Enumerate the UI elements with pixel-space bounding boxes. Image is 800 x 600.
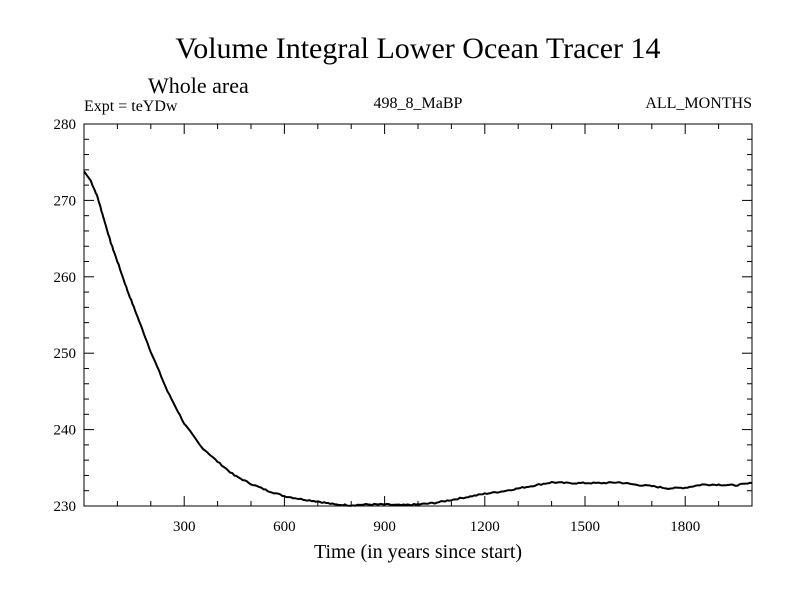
y-axis: 230 240 250 260 270 280	[54, 117, 752, 515]
x-axis: 300 600 900 1200 1500 1800	[116, 124, 720, 535]
x-tick-label: 600	[273, 519, 296, 535]
y-tick-label: 270	[54, 193, 77, 209]
y-tick-label: 230	[54, 499, 77, 515]
chart-subtitle: Whole area	[148, 73, 249, 98]
series-line	[83, 170, 753, 507]
y-tick-label: 260	[54, 270, 77, 286]
experiment-label: Expt = teYDw	[84, 98, 178, 115]
x-tick-label: 1500	[570, 519, 600, 535]
x-tick-label: 900	[373, 519, 396, 535]
y-tick-label: 280	[54, 117, 77, 133]
x-axis-label: Time (in years since start)	[314, 541, 522, 563]
x-tick-label: 300	[173, 519, 196, 535]
y-tick-label: 240	[54, 423, 77, 439]
x-tick-label: 1800	[670, 519, 700, 535]
period-label: 498_8_MaBP	[374, 95, 463, 112]
chart-title: Volume Integral Lower Ocean Tracer 14	[175, 32, 660, 65]
x-tick-label: 1200	[470, 519, 500, 535]
months-label: ALL_MONTHS	[645, 95, 752, 112]
plot-frame	[83, 123, 753, 507]
y-tick-label: 250	[54, 346, 77, 362]
